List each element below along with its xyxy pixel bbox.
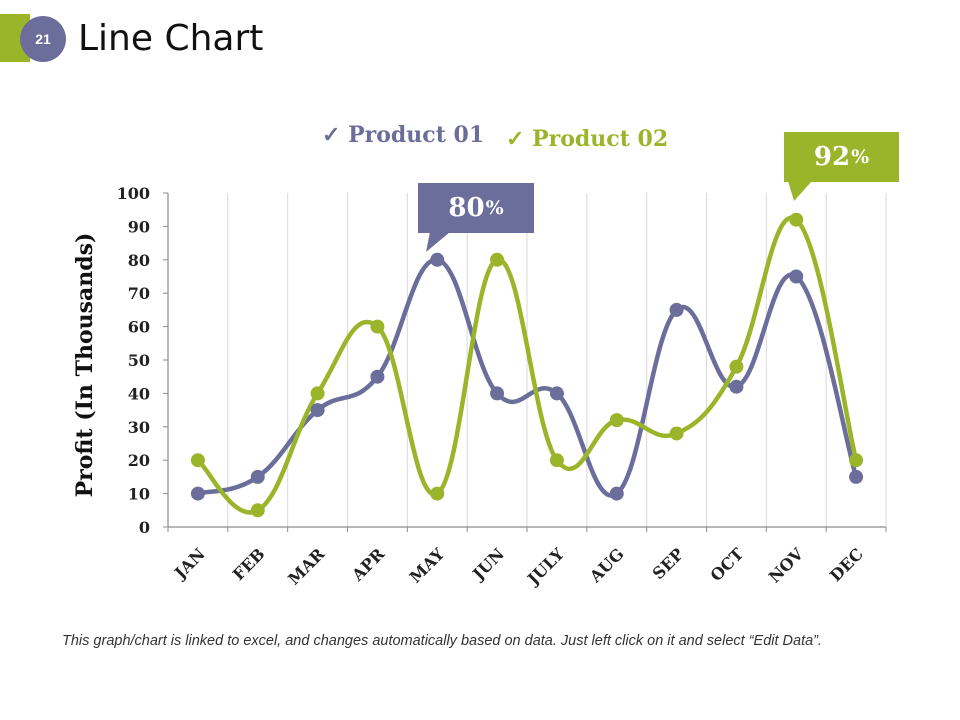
legend-item-product-02: ✓ Product 02: [506, 126, 668, 152]
y-tick-label: 100: [117, 184, 150, 203]
x-tick-label: MAY: [406, 544, 449, 587]
y-tick-label: 90: [128, 217, 150, 236]
data-point-product-02[interactable]: [669, 426, 684, 441]
callout-pointers: [426, 181, 812, 252]
data-point-product-02[interactable]: [849, 453, 864, 468]
y-tick-label: 40: [128, 384, 150, 403]
data-point-product-02[interactable]: [250, 503, 265, 518]
axes: [163, 192, 887, 532]
callout-value: 92: [813, 142, 851, 172]
data-point-product-01[interactable]: [669, 302, 684, 317]
x-tick-label: SEP: [649, 544, 688, 583]
y-tick-label: 50: [128, 351, 150, 370]
x-tick-label: OCT: [707, 544, 748, 585]
data-point-product-01[interactable]: [549, 386, 564, 401]
data-point-product-01[interactable]: [250, 469, 265, 484]
callout-pointer: [788, 181, 812, 201]
data-point-product-01[interactable]: [190, 486, 205, 501]
y-tick-labels: 0 10 20 30 40 50 60 70 80 90 100: [117, 184, 150, 537]
legend-label-product-02: Product 02: [532, 126, 669, 152]
grid-lines: [227, 193, 887, 527]
y-tick-label: 80: [128, 251, 150, 270]
x-tick-label: NOV: [765, 544, 808, 587]
y-tick-label: 70: [128, 284, 150, 303]
data-point-product-02[interactable]: [789, 212, 804, 227]
y-tick-label: 10: [128, 485, 150, 504]
data-point-product-01[interactable]: [849, 469, 864, 484]
legend-check-icon: ✓: [322, 122, 341, 148]
legend-check-icon: ✓: [506, 126, 525, 152]
data-point-product-01[interactable]: [430, 252, 445, 267]
x-tick-label: DEC: [826, 544, 867, 585]
y-tick-label: 60: [128, 318, 150, 337]
data-point-product-01[interactable]: [609, 486, 624, 501]
slide-number-badge: 21: [20, 16, 66, 62]
x-tick-label: JAN: [169, 544, 208, 583]
callout-product-02-peak: 92%: [784, 132, 899, 182]
legend-label-product-01: Product 01: [348, 122, 485, 148]
data-point-product-01[interactable]: [729, 379, 744, 394]
x-tick-labels: JAN FEB MAR APR MAY JUN JULY AUG SEP OCT NOV DEC: [169, 544, 866, 590]
slide-title: Line Chart: [78, 18, 264, 59]
callout-unit: %: [851, 146, 870, 168]
data-point-product-02[interactable]: [549, 453, 564, 468]
footer-note: This graph/chart is linked to excel, and…: [62, 633, 823, 649]
x-tick-label: JUN: [467, 544, 507, 584]
callout-unit: %: [485, 197, 504, 219]
data-point-product-02[interactable]: [190, 453, 205, 468]
data-point-product-02[interactable]: [609, 413, 624, 428]
data-point-product-02[interactable]: [370, 319, 385, 334]
x-tick-label: APR: [347, 544, 388, 585]
slide-number: 21: [35, 31, 51, 47]
data-point-product-02[interactable]: [490, 252, 505, 267]
data-point-product-02[interactable]: [430, 486, 445, 501]
y-tick-label: 20: [128, 451, 150, 470]
y-tick-label: 0: [139, 518, 150, 537]
y-tick-label: 30: [128, 418, 150, 437]
callout-value: 80: [448, 193, 485, 223]
x-tick-label: JULY: [522, 544, 568, 590]
data-point-product-01[interactable]: [490, 386, 505, 401]
y-axis-label: Profit (In Thousands): [72, 233, 98, 498]
callout-pointer: [426, 232, 450, 252]
x-tick-label: FEB: [229, 544, 269, 584]
data-point-product-01[interactable]: [789, 269, 804, 284]
callout-product-01-peak: 80%: [418, 183, 534, 233]
data-point-product-01[interactable]: [370, 369, 385, 384]
data-point-product-01[interactable]: [310, 403, 325, 418]
data-point-product-02[interactable]: [729, 359, 744, 374]
legend-item-product-01: ✓ Product 01: [322, 122, 484, 148]
x-tick-label: MAR: [284, 544, 329, 589]
series-points: [190, 212, 864, 518]
data-point-product-02[interactable]: [310, 386, 325, 401]
x-tick-label: AUG: [585, 544, 627, 586]
